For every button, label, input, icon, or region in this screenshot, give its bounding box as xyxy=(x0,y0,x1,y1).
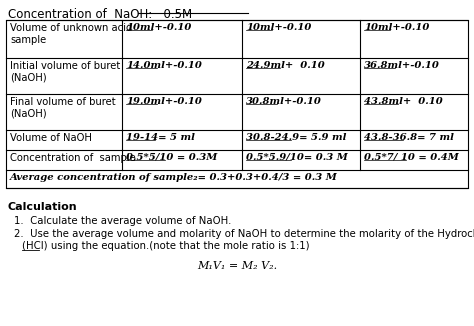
Text: 14.0ml+-0.10: 14.0ml+-0.10 xyxy=(126,61,202,70)
Text: Concentration of  sample: Concentration of sample xyxy=(10,153,136,163)
Text: 2.  Use the average volume and molarity of NaOH to determine the molarity of the: 2. Use the average volume and molarity o… xyxy=(14,229,474,239)
Text: Calculation: Calculation xyxy=(8,202,78,212)
Text: 43.8-36.8= 7 ml: 43.8-36.8= 7 ml xyxy=(364,133,454,142)
Text: 30.8ml+-0.10: 30.8ml+-0.10 xyxy=(246,97,322,106)
Text: Final volume of buret
(NaOH): Final volume of buret (NaOH) xyxy=(10,97,116,119)
Text: (HCl) using the equation.(note that the mole ratio is 1:1): (HCl) using the equation.(note that the … xyxy=(22,241,310,251)
Bar xyxy=(6,20,468,188)
Text: 43.8ml+  0.10: 43.8ml+ 0.10 xyxy=(364,97,443,106)
Text: 19-14= 5 ml: 19-14= 5 ml xyxy=(126,133,195,142)
Text: 24.9ml+  0.10: 24.9ml+ 0.10 xyxy=(246,61,325,70)
Text: 36.8ml+-0.10: 36.8ml+-0.10 xyxy=(364,61,440,70)
Text: 1.  Calculate the average volume of NaOH.: 1. Calculate the average volume of NaOH. xyxy=(14,216,231,226)
Text: 10ml+-0.10: 10ml+-0.10 xyxy=(246,23,311,32)
Text: 10ml+-0.10: 10ml+-0.10 xyxy=(126,23,191,32)
Text: Volume of NaOH: Volume of NaOH xyxy=(10,133,92,143)
Text: Concentration of  NaOH:   0.5M: Concentration of NaOH: 0.5M xyxy=(8,8,192,21)
Text: 0.5*5.9/10= 0.3 M: 0.5*5.9/10= 0.3 M xyxy=(246,153,348,162)
Text: 19.0ml+-0.10: 19.0ml+-0.10 xyxy=(126,97,202,106)
Text: M₁V₁ = M₂ V₂.: M₁V₁ = M₂ V₂. xyxy=(197,261,277,271)
Text: 10ml+-0.10: 10ml+-0.10 xyxy=(364,23,429,32)
Text: Volume of unknown acid
sample: Volume of unknown acid sample xyxy=(10,23,132,45)
Text: 30.8-24.9= 5.9 ml: 30.8-24.9= 5.9 ml xyxy=(246,133,346,142)
Text: Initial volume of buret
(NaOH): Initial volume of buret (NaOH) xyxy=(10,61,120,82)
Text: 0.5*5/10 = 0.3M: 0.5*5/10 = 0.3M xyxy=(126,153,218,162)
Text: Average concentration of sample₂= 0.3+0.3+0.4/3 = 0.3 M: Average concentration of sample₂= 0.3+0.… xyxy=(10,173,338,182)
Text: 0.5*7/ 10 = 0.4M: 0.5*7/ 10 = 0.4M xyxy=(364,153,459,162)
